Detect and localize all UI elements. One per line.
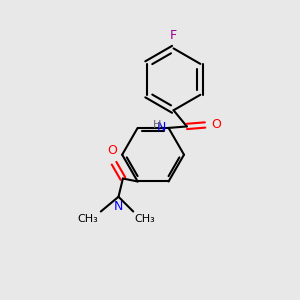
- Text: O: O: [108, 144, 118, 157]
- Text: F: F: [170, 29, 177, 42]
- Text: CH₃: CH₃: [135, 214, 155, 224]
- Text: N: N: [114, 200, 123, 213]
- Text: H: H: [153, 120, 161, 130]
- Text: N: N: [157, 121, 166, 134]
- Text: O: O: [211, 118, 221, 131]
- Text: CH₃: CH₃: [78, 214, 98, 224]
